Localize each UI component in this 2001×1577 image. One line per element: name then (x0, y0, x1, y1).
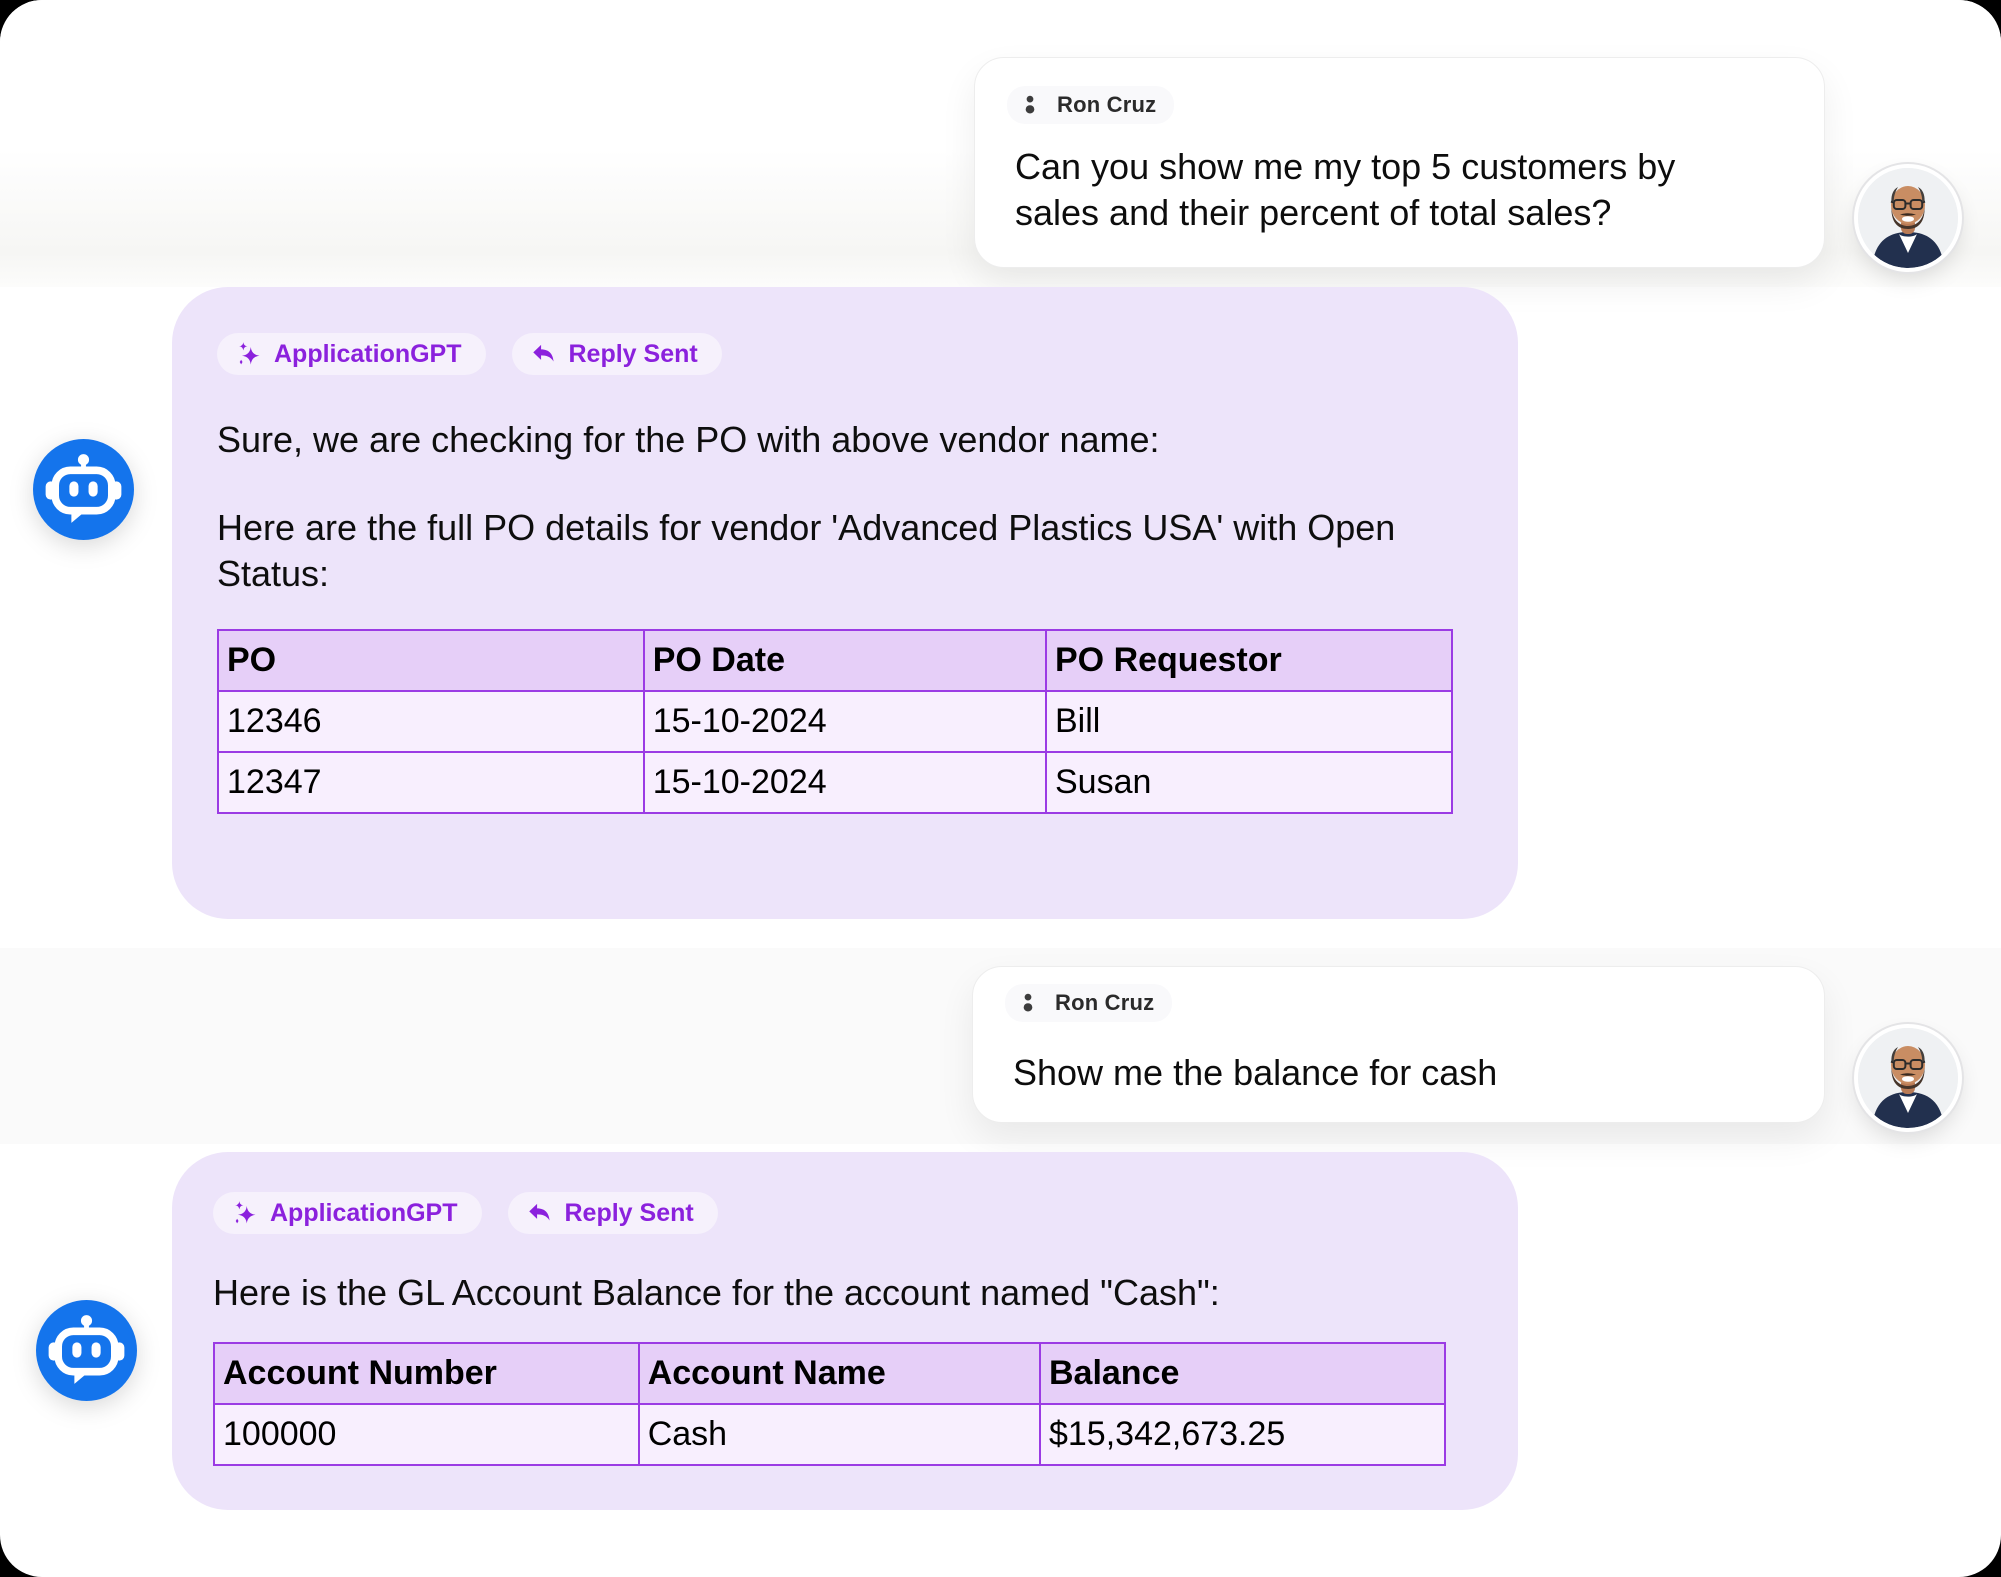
sparkles-icon (235, 1201, 256, 1224)
reply-icon (532, 344, 554, 362)
reply-sent-badge: Reply Sent (507, 1192, 718, 1234)
user-message-text: Can you show me my top 5 customers by sa… (1015, 146, 1676, 233)
table-cell: Bill (1045, 690, 1453, 753)
table-cell: 12346 (217, 690, 645, 753)
gl-balance-table: Account Number Account Name Balance 1000… (213, 1342, 1447, 1466)
table-cell: 15-10-2024 (642, 690, 1048, 753)
application-gpt-label: ApplicationGPT (270, 1199, 458, 1227)
robot-avatar (33, 439, 134, 540)
table-row: 100000 Cash $15,342,673.25 (213, 1403, 1447, 1466)
assistant-paragraph: Here are the full PO details for vendor … (217, 507, 1396, 594)
table-cell: Cash (637, 1403, 1041, 1466)
reply-sent-badge: Reply Sent (511, 333, 722, 375)
application-gpt-badge: ApplicationGPT (213, 1192, 482, 1234)
assistant-paragraph: Sure, we are checking for the PO with ab… (217, 419, 1160, 460)
table-header-cell: PO Requestor (1045, 629, 1453, 692)
sender-name: Ron Cruz (1057, 92, 1157, 117)
table-cell: 100000 (213, 1403, 640, 1466)
table-cell: Susan (1045, 751, 1453, 814)
user-message-text: Show me the balance for cash (1013, 1052, 1498, 1093)
robot-avatar (36, 1300, 137, 1401)
table-header-row: Account Number Account Name Balance (213, 1342, 1447, 1405)
assistant-paragraph: Here is the GL Account Balance for the a… (213, 1272, 1220, 1313)
po-details-table: PO PO Date PO Requestor 12346 15-10-2024… (217, 629, 1453, 814)
table-header-cell: Account Number (213, 1342, 640, 1405)
table-header-cell: PO (217, 629, 645, 692)
table-row: 12347 15-10-2024 Susan (217, 751, 1453, 814)
reply-icon (528, 1203, 550, 1221)
user-message-card: Ron Cruz Show me the balance for cash (972, 966, 1825, 1123)
table-row: 12346 15-10-2024 Bill (217, 690, 1453, 753)
user-message-card: Ron Cruz Can you show me my top 5 custom… (974, 57, 1825, 268)
person-icon (1023, 993, 1033, 1012)
table-header-cell: Account Name (637, 1342, 1041, 1405)
user-photo-avatar (1858, 168, 1958, 268)
table-cell: $15,342,673.25 (1038, 1403, 1447, 1466)
table-header-cell: PO Date (642, 629, 1048, 692)
assistant-message-bubble: ApplicationGPT Reply Sent Here is the GL… (172, 1152, 1518, 1510)
reply-sent-label: Reply Sent (564, 1199, 694, 1227)
assistant-message-bubble: ApplicationGPT Reply Sent Sure, we are c… (172, 287, 1518, 919)
application-gpt-badge: ApplicationGPT (217, 333, 486, 375)
table-header-row: PO PO Date PO Requestor (217, 629, 1453, 692)
sparkles-icon (239, 342, 260, 365)
table-cell: 15-10-2024 (642, 751, 1048, 814)
sender-name: Ron Cruz (1055, 990, 1155, 1015)
badge-row: ApplicationGPT Reply Sent (213, 1192, 1466, 1234)
table-cell: 12347 (217, 751, 645, 814)
reply-sent-label: Reply Sent (568, 340, 698, 368)
person-icon (1025, 95, 1035, 114)
sender-row: Ron Cruz (1007, 86, 1175, 124)
application-gpt-label: ApplicationGPT (274, 340, 462, 368)
user-photo-avatar (1858, 1028, 1958, 1128)
badge-row: ApplicationGPT Reply Sent (217, 333, 1466, 375)
table-header-cell: Balance (1038, 1342, 1447, 1405)
sender-row: Ron Cruz (1005, 984, 1173, 1022)
